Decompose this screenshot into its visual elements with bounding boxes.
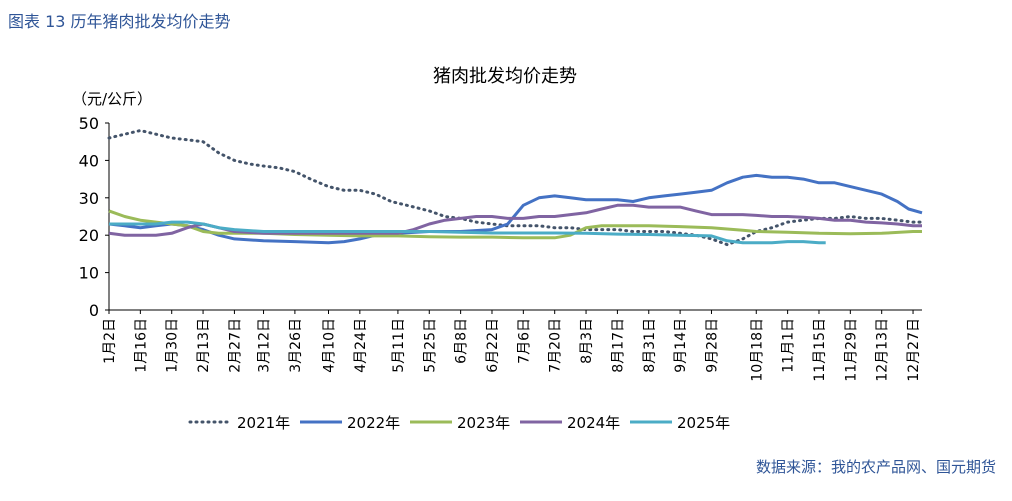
- y-axis-label: （元/公斤）: [72, 90, 152, 108]
- y-tick-label: 30: [79, 189, 99, 208]
- y-tick-label: 0: [89, 301, 99, 320]
- x-tick-label: 8月31日: [642, 318, 658, 373]
- x-tick-label: 10月18日: [749, 318, 765, 382]
- x-tick-label: 1月2日: [102, 318, 118, 364]
- x-tick-label: 7月6日: [516, 318, 532, 364]
- x-tick-label: 3月12日: [257, 318, 273, 373]
- x-tick-label: 3月26日: [288, 318, 304, 373]
- x-tick-label: 9月28日: [704, 318, 720, 373]
- legend-label-3: 2024年: [567, 414, 620, 432]
- x-tick-label: 12月13日: [875, 318, 891, 382]
- x-tick-label: 6月8日: [454, 318, 470, 364]
- x-tick-label: 11月29日: [843, 318, 859, 382]
- axes: [108, 123, 922, 311]
- y-tick-label: 40: [79, 151, 99, 170]
- x-tick-label: 4月10日: [321, 318, 337, 373]
- legend: 2021年 2022年 2023年 2024年 2025年: [188, 414, 730, 432]
- series-line-3: [108, 203, 922, 237]
- x-tick-label: 2月27日: [227, 318, 243, 373]
- y-tick-label: 10: [79, 264, 99, 283]
- legend-label-0: 2021年: [237, 414, 290, 432]
- figure-caption: 图表 13 历年猪肉批发均价走势: [8, 12, 231, 31]
- series-lines: [107, 129, 924, 247]
- x-tick-label: 5月11日: [391, 318, 407, 373]
- series-line-1: [108, 173, 923, 245]
- series-line-0: [107, 129, 924, 247]
- source-note: 数据来源：我的农产品网、国元期货: [755, 458, 996, 476]
- chart-title: 猪肉批发均价走势: [433, 66, 577, 87]
- x-tick-label: 11月15日: [812, 318, 828, 382]
- y-tick-label: 50: [79, 114, 99, 133]
- x-tick-label: 8月3日: [579, 318, 595, 364]
- x-tick-label: 5月25日: [422, 318, 438, 373]
- series-line-2: [108, 209, 922, 240]
- x-tick-label: 9月14日: [673, 318, 689, 373]
- x-tick-label: 6月22日: [485, 318, 501, 373]
- x-tick-label: 12月27日: [906, 318, 922, 382]
- legend-label-1: 2022年: [347, 414, 400, 432]
- x-axis-ticks: 1月2日 1月16日 1月30日 2月13日 2月27日 3月12日 3月26日 4月10日 4…: [102, 310, 922, 382]
- x-tick-label: 7月20日: [548, 318, 564, 373]
- series-line-4: [109, 220, 826, 245]
- x-tick-label: 1月16日: [133, 318, 149, 373]
- x-tick-label: 8月17日: [610, 318, 626, 373]
- x-tick-label: 4月24日: [353, 318, 369, 373]
- legend-label-4: 2025年: [677, 414, 730, 432]
- x-tick-label: 2月13日: [196, 318, 212, 373]
- legend-label-2: 2023年: [457, 414, 510, 432]
- y-tick-label: 20: [79, 226, 99, 245]
- y-axis-ticks: 0 10 20 30 40 50: [79, 114, 109, 320]
- x-tick-label: 1月30日: [165, 318, 181, 373]
- x-tick-label: 11月1日: [781, 318, 797, 373]
